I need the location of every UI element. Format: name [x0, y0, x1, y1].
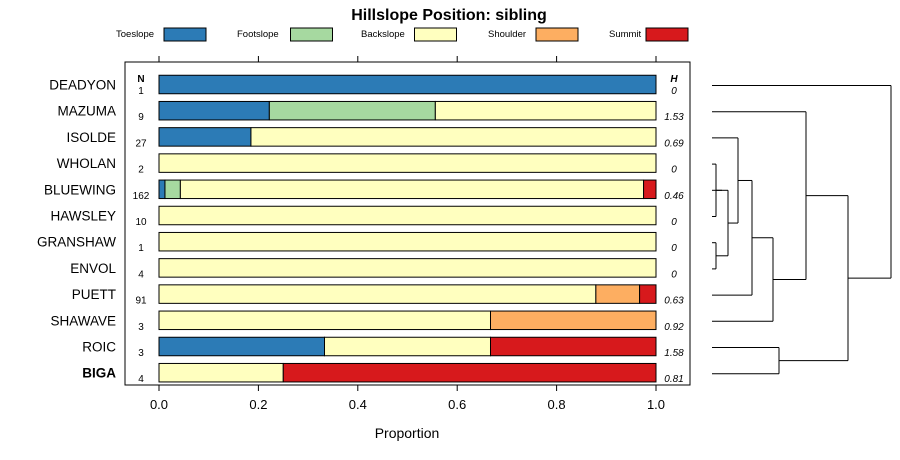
n-header: N — [137, 74, 144, 85]
n-value: 27 — [135, 138, 147, 149]
x-tick-label: 0.0 — [150, 397, 168, 412]
legend-swatch-backslope — [414, 27, 457, 42]
n-value: 3 — [138, 322, 144, 333]
row-label: SHAWAVE — [50, 313, 116, 328]
bar-segment-backslope — [158, 153, 657, 173]
h-value: 0 — [671, 269, 677, 280]
legend-swatch-shoulder — [535, 27, 579, 42]
h-value: 0.92 — [664, 322, 684, 333]
legend-swatch-toeslope — [163, 27, 207, 42]
bar-segment-backslope — [434, 100, 657, 121]
n-values: 1 9 27 2 162 10 1 4 91 3 3 4 — [133, 86, 150, 385]
legend-label-summit: Summit — [609, 29, 642, 40]
h-value: 0.69 — [664, 138, 684, 149]
bar-segment-backslope — [179, 179, 645, 200]
x-axis: 0.0 0.2 0.4 0.6 0.8 1.0 — [150, 56, 665, 412]
bar-segment-summit — [639, 284, 657, 304]
row-label: BLUEWING — [44, 182, 116, 197]
bar-segment-summit — [643, 179, 657, 200]
row-label: GRANSHAW — [37, 235, 116, 250]
row-label: ISOLDE — [66, 130, 116, 145]
row-label: MAZUMA — [58, 104, 117, 119]
n-value: 9 — [138, 112, 144, 123]
bar-segment-shoulder — [595, 284, 641, 304]
bar-segment-toeslope — [158, 179, 166, 200]
h-value: 1.53 — [664, 112, 684, 123]
bar-segment-toeslope — [158, 127, 252, 147]
legend-label-toeslope: Toeslope — [116, 29, 154, 40]
bar-segment-backslope — [158, 205, 657, 226]
x-tick-label: 0.2 — [249, 397, 267, 412]
bar-segment-backslope — [250, 127, 657, 147]
h-values: 0 1.53 0.69 0 0.46 0 0 0 0.63 0.92 1.58 0.81 — [664, 86, 684, 385]
bar-segment-toeslope — [158, 100, 270, 121]
bar-segment-backslope — [158, 231, 657, 252]
h-value: 0.63 — [664, 296, 684, 307]
h-value: 0.46 — [664, 191, 684, 202]
bar-segment-toeslope — [158, 74, 657, 95]
h-value: 0 — [671, 86, 677, 97]
x-axis-label: Proportion — [375, 425, 440, 441]
dendrogram — [712, 85, 892, 375]
x-tick-label: 0.8 — [548, 397, 566, 412]
h-value: 1.58 — [664, 348, 684, 359]
h-value: 0.81 — [664, 374, 683, 385]
legend-swatch-footslope — [290, 27, 333, 42]
row-label: HAWSLEY — [50, 209, 116, 224]
bar-segment-backslope — [158, 258, 657, 278]
n-value: 91 — [135, 296, 147, 307]
h-value: 0 — [671, 243, 677, 254]
plot-frame — [124, 61, 691, 386]
bar-segment-footslope — [164, 179, 181, 200]
chart-title: Hillslope Position: sibling — [351, 7, 547, 24]
bar-segment-summit — [282, 362, 657, 383]
n-value: 3 — [138, 348, 144, 359]
bars — [158, 74, 657, 383]
n-value: 1 — [138, 86, 144, 97]
bar-segment-toeslope — [158, 336, 326, 357]
h-header: H — [670, 74, 678, 85]
legend-label-backslope: Backslope — [361, 29, 405, 40]
row-labels: DEADYON MAZUMA ISOLDE WHOLAN BLUEWING HAWSLEY… — [37, 78, 116, 381]
x-tick-label: 0.4 — [349, 397, 367, 412]
legend-swatch-summit — [645, 27, 689, 42]
bar-segment-backslope — [158, 362, 284, 383]
legend: Toeslope Footslope Backslope Shoulder Summit — [116, 27, 689, 42]
row-label: ENVOL — [70, 261, 116, 276]
x-tick-label: 1.0 — [647, 397, 665, 412]
bar-segment-footslope — [268, 100, 436, 121]
n-value: 1 — [138, 243, 144, 254]
x-tick-label: 0.6 — [448, 397, 466, 412]
legend-label-shoulder: Shoulder — [488, 29, 526, 40]
bar-segment-backslope — [324, 336, 491, 357]
h-value: 0 — [671, 165, 677, 176]
n-value: 2 — [138, 165, 144, 176]
n-value: 4 — [138, 269, 144, 280]
row-label: PUETT — [72, 287, 116, 302]
n-value: 10 — [135, 217, 147, 228]
legend-label-footslope: Footslope — [237, 29, 279, 40]
bar-segment-backslope — [158, 284, 597, 304]
bar-segment-shoulder — [489, 310, 657, 331]
row-label: ROIC — [82, 340, 116, 355]
bar-segment-backslope — [158, 310, 491, 331]
h-value: 0 — [671, 217, 677, 228]
bar-segment-summit — [489, 336, 657, 357]
row-label: DEADYON — [49, 78, 116, 93]
n-value: 162 — [133, 191, 150, 202]
n-value: 4 — [138, 374, 144, 385]
row-label: WHOLAN — [57, 156, 116, 171]
row-label: BIGA — [82, 366, 116, 381]
